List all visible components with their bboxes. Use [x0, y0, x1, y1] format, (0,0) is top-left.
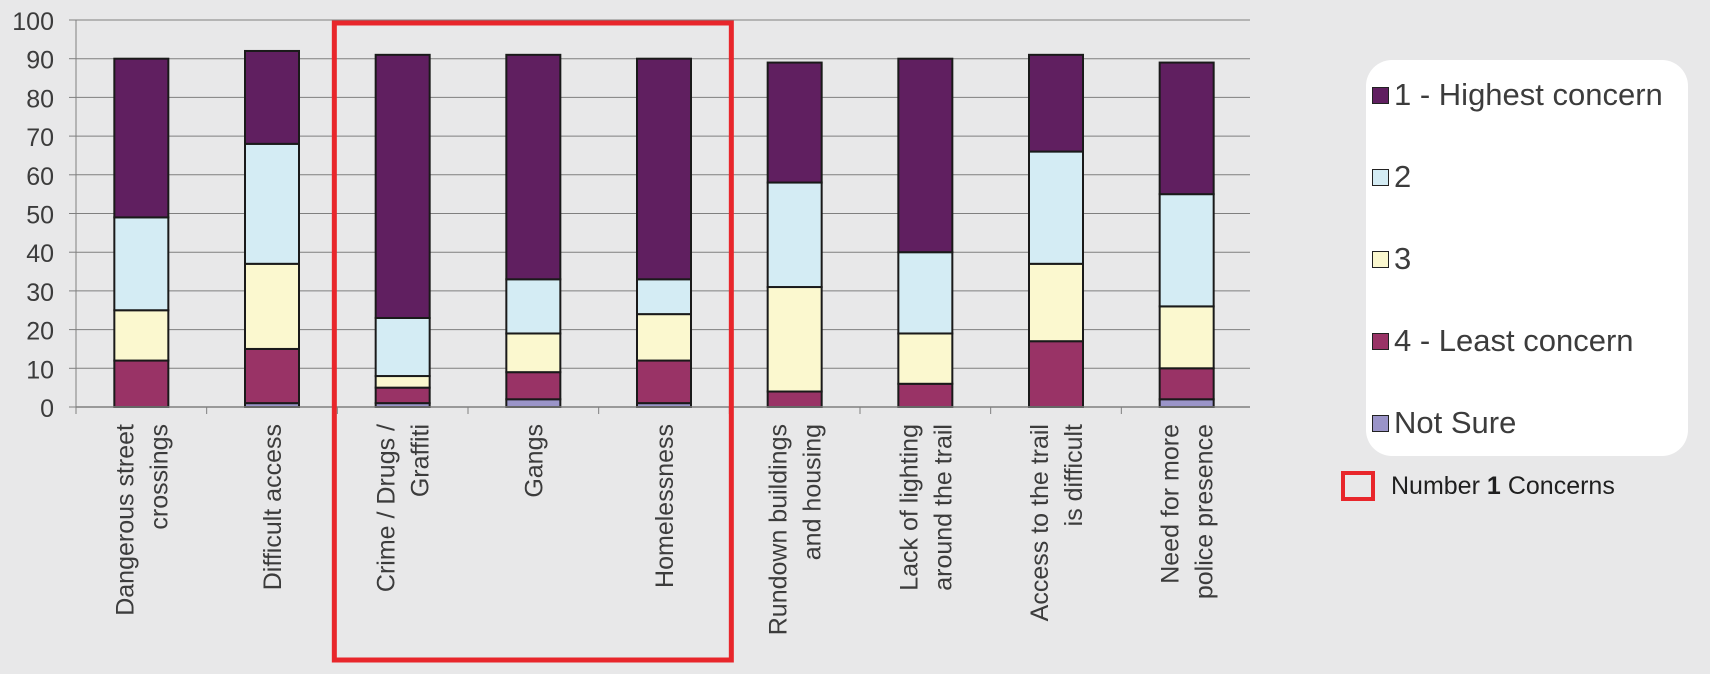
legend-label: 3	[1394, 241, 1412, 276]
bar-segment	[1158, 193, 1215, 308]
stacked-bar-chart: 0 10 20 30 40 50 60 70 80 90 100 Dangerous street c…	[12, 8, 1250, 663]
y-tick-label: 60	[26, 163, 54, 191]
legend-panel	[1366, 60, 1688, 456]
bar-segment	[1028, 150, 1084, 265]
y-tick-label: 0	[40, 395, 54, 423]
x-category-label: Homelessness	[651, 424, 679, 588]
legend-swatch-icon	[1372, 168, 1389, 186]
bar-segment	[244, 347, 300, 405]
x-category-label-line: Difficult access	[259, 424, 287, 590]
legend-item: 1 - Highest concern	[1372, 77, 1663, 113]
bar-segment	[505, 398, 562, 409]
x-category-label: Rundown buildings and housing	[765, 424, 827, 635]
x-category-label-line: police presence	[1191, 424, 1219, 599]
bar-segment	[636, 278, 692, 316]
bar-segment	[636, 57, 692, 281]
x-category-label-line: crossings	[145, 424, 173, 530]
y-tick-label: 30	[26, 279, 54, 307]
bar-segment	[1158, 367, 1215, 401]
number-1-concerns-highlight	[331, 20, 734, 663]
bar-segment	[1028, 53, 1084, 153]
bar-segment	[897, 332, 954, 385]
bar-segment	[374, 316, 431, 378]
bar-segment	[113, 309, 170, 362]
x-axis: Dangerous street crossings Difficult acces…	[75, 406, 1250, 635]
highlight-swatch-icon	[1341, 471, 1375, 501]
bars	[113, 49, 1215, 409]
y-tick-label: 50	[26, 202, 54, 230]
x-category-label-line: Dangerous street	[111, 424, 139, 616]
x-category-label: Access to the trail is difficult	[1026, 424, 1088, 621]
bar-segment	[374, 53, 431, 319]
bar-segment	[897, 382, 954, 408]
x-category-label-line: Graffiti	[407, 424, 435, 497]
x-category-label: Need for more police presence	[1157, 424, 1219, 599]
legend-label: 1 - Highest concern	[1394, 77, 1663, 112]
bar-segment	[897, 251, 954, 335]
legend-item: 2	[1372, 159, 1411, 195]
bar-segment	[766, 390, 823, 408]
bar-segment	[113, 216, 170, 312]
x-category-label: Lack of lighting around the trail	[895, 424, 957, 591]
bar-segment	[1158, 305, 1215, 370]
bar-segment	[766, 61, 823, 184]
y-tick-label: 20	[26, 318, 54, 346]
bar-segment	[244, 49, 300, 145]
legend-swatch-icon	[1372, 86, 1389, 104]
bar-segment	[766, 286, 823, 393]
x-category-label-line: Lack of lighting	[895, 424, 923, 591]
highlight-label-bold: 1	[1486, 471, 1501, 500]
y-tick-label: 70	[26, 124, 54, 152]
legend-label: Not Sure	[1394, 405, 1517, 440]
y-tick-label: 40	[26, 240, 54, 268]
legend-swatch-icon	[1372, 332, 1389, 350]
bar-segment	[1158, 61, 1215, 196]
x-category-label-line: is difficult	[1060, 424, 1088, 526]
x-category-label-line: Crime / Drugs /	[373, 424, 401, 592]
x-category-label: Dangerous street crossings	[111, 424, 173, 616]
x-category-label-line: and housing	[799, 424, 827, 560]
legend-swatch-icon	[1372, 414, 1389, 432]
bar-segment	[244, 142, 300, 265]
bar-segment	[897, 57, 954, 254]
x-category-label-line: Gangs	[520, 424, 548, 498]
bar-segment	[113, 359, 170, 408]
bar-segment	[766, 181, 823, 289]
y-tick-label: 100	[12, 8, 54, 36]
legend-item: 4 - Least concern	[1372, 323, 1634, 359]
legend-label: 4 - Least concern	[1394, 323, 1634, 358]
x-category-label: Difficult access	[259, 424, 287, 590]
bar-segment	[374, 386, 431, 405]
legend-label: 2	[1394, 159, 1412, 194]
bar-segment	[1028, 262, 1084, 343]
bar-segment	[505, 371, 562, 401]
bar-segment	[113, 57, 170, 219]
x-category-label-line: Access to the trail	[1026, 424, 1054, 621]
highlight-label-post: Concerns	[1507, 471, 1615, 500]
bar-segment	[1158, 398, 1215, 409]
x-category-label: Crime / Drugs / Graffiti	[373, 424, 435, 592]
bar-segment	[244, 262, 300, 350]
bar-segment	[505, 332, 562, 374]
bar-segment	[636, 359, 692, 405]
x-category-label-line: Rundown buildings	[765, 424, 793, 635]
bar-segment	[505, 278, 562, 335]
bar-segment	[374, 375, 431, 389]
y-axis: 0 10 20 30 40 50 60 70 80 90 100	[12, 8, 77, 423]
y-tick-label: 80	[26, 85, 54, 113]
x-category-label-line: around the trail	[929, 424, 957, 591]
y-tick-label: 90	[26, 47, 54, 75]
bar-segment	[1028, 340, 1084, 408]
highlight-legend: Number 1 Concerns	[1341, 468, 1615, 504]
highlight-label-pre: Number	[1391, 471, 1480, 500]
x-category-label: Gangs	[520, 424, 548, 498]
bar-segment	[505, 53, 562, 281]
y-tick-label: 10	[26, 356, 54, 384]
legend-swatch-icon	[1372, 250, 1389, 268]
bar-segment	[636, 313, 692, 362]
legend-item: 3	[1372, 241, 1411, 277]
x-category-label-line: Homelessness	[651, 424, 679, 588]
legend-item: Not Sure	[1372, 405, 1516, 441]
x-category-label-line: Need for more	[1157, 424, 1185, 584]
